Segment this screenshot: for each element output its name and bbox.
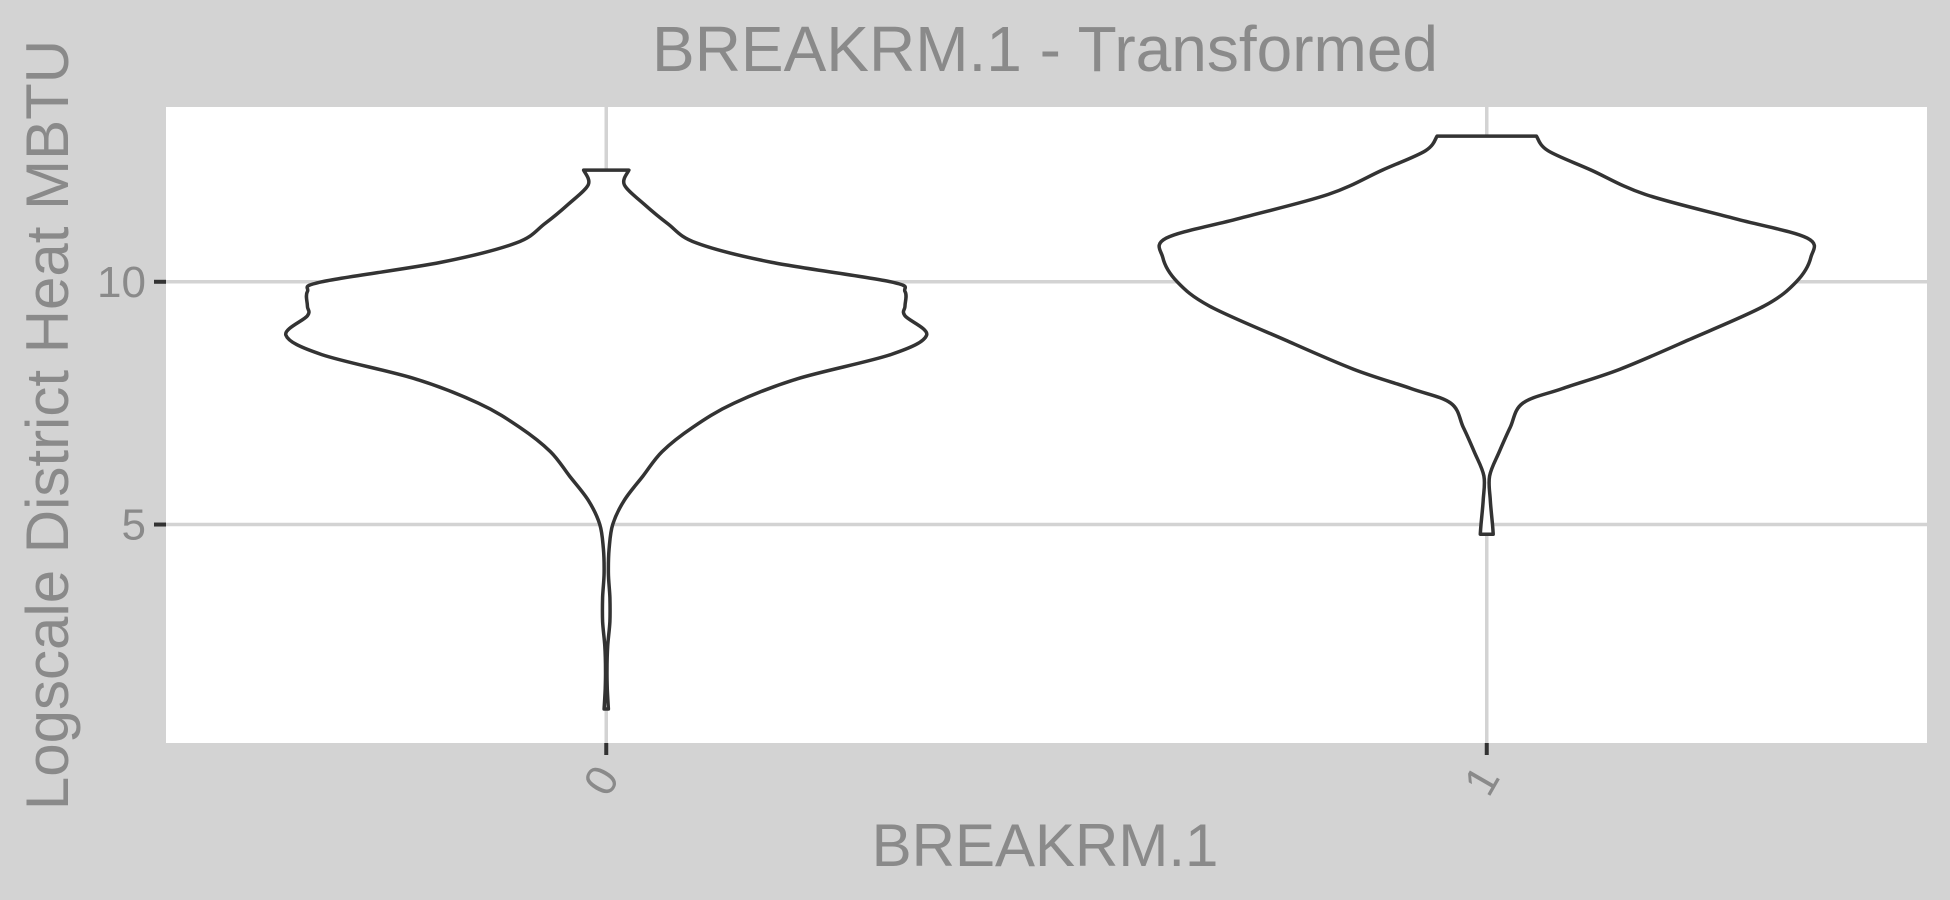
violin-1 — [1157, 134, 1817, 536]
y-axis-title: Logscale District Heat MBTU — [14, 40, 81, 810]
axis-ticks — [154, 279, 1489, 755]
violins — [284, 134, 1817, 711]
x-axis-title: BREAKRM.1 — [872, 812, 1219, 879]
chart-title: BREAKRM.1 - Transformed — [652, 13, 1438, 85]
y-tick-label: 10 — [97, 258, 146, 307]
violin-0 — [284, 168, 929, 711]
y-tick-label: 5 — [122, 501, 146, 550]
